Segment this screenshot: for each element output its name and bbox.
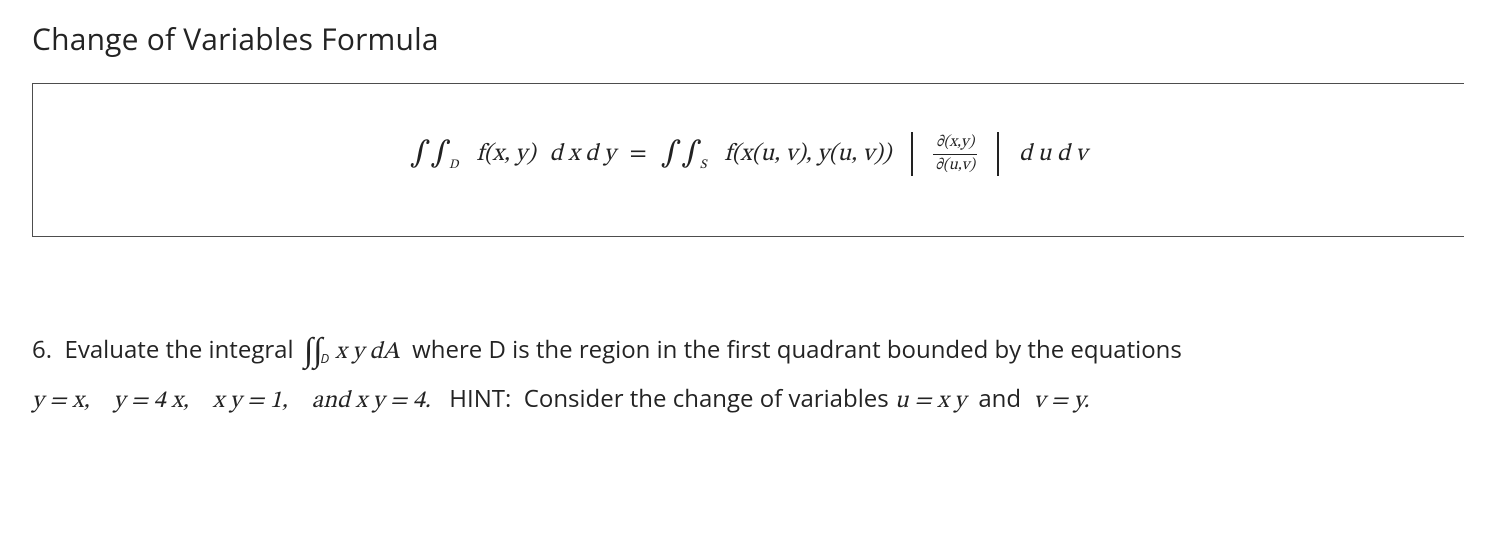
problem-boundary-equations: y = x, y = 4 x, x y = 1, and x y = 4. xyxy=(32,389,431,413)
formula-box: ∫ ∫ D f(x, y) d x d y = ∫ ∫ S f(x(u, v),… xyxy=(32,83,1464,237)
problem-number: 6. xyxy=(32,333,52,366)
problem-lead-b: where D is the region in the first quadr… xyxy=(412,333,1182,366)
substitution-u: u = x y xyxy=(895,389,966,413)
integral-icon: ∫ xyxy=(304,336,313,367)
problem-integral-region: D xyxy=(320,346,329,371)
rhs-integrand: f(x(u, v), y(u, v)) xyxy=(724,139,891,169)
rhs-integral: ∫ ∫ S xyxy=(661,139,711,169)
jacobian-denominator: ∂(u,v) xyxy=(933,154,977,175)
lhs-differential: d x d y xyxy=(550,139,616,169)
rhs-differential: d u d v xyxy=(1019,139,1087,169)
integral-icon: ∫ xyxy=(681,139,702,169)
jacobian-fraction: ∂(x,y) ∂(u,v) xyxy=(933,133,977,174)
abs-bar-right xyxy=(997,132,999,176)
problem-6: 6. Evaluate the integral ∫ ∫ D x y dA wh… xyxy=(32,327,1464,424)
abs-bar-left xyxy=(911,132,913,176)
integral-icon: ∫ xyxy=(410,139,431,169)
hint-label: HINT: xyxy=(449,382,511,415)
hint-text: Consider the change of variables xyxy=(524,382,889,415)
section-title: Change of Variables Formula xyxy=(32,18,1464,59)
integral-icon: ∫ xyxy=(661,139,682,169)
problem-lead-a: Evaluate the integral xyxy=(65,333,294,366)
problem-integrand: x y dA xyxy=(335,340,400,364)
change-of-variables-formula: ∫ ∫ D f(x, y) d x d y = ∫ ∫ S f(x(u, v),… xyxy=(53,132,1444,176)
integral-icon: ∫ xyxy=(430,139,451,169)
equals-sign: = xyxy=(629,139,646,169)
substitution-v: v = y. xyxy=(1034,389,1090,413)
lhs-region: D xyxy=(449,158,459,174)
hint-and: and xyxy=(978,382,1021,415)
rhs-region: S xyxy=(700,158,707,174)
lhs-integral: ∫ ∫ D xyxy=(410,139,463,169)
problem-integral: ∫ ∫ D xyxy=(304,336,331,367)
lhs-integrand: f(x, y) xyxy=(476,139,535,169)
jacobian-numerator: ∂(x,y) xyxy=(934,133,976,153)
